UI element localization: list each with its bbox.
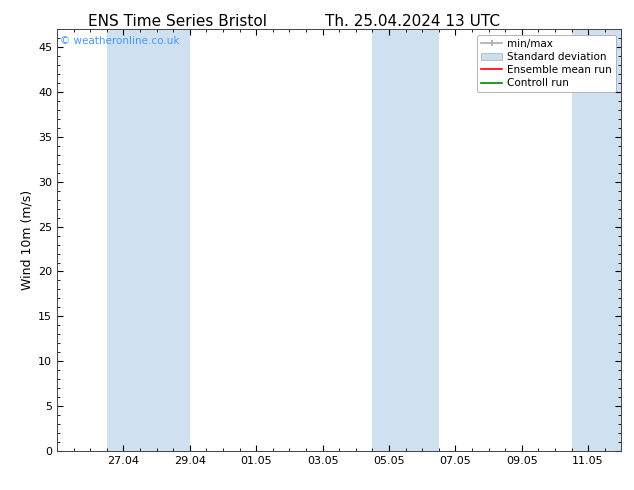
Text: ENS Time Series Bristol: ENS Time Series Bristol <box>88 14 267 29</box>
Bar <box>107 29 190 451</box>
Text: © weatheronline.co.uk: © weatheronline.co.uk <box>60 36 179 46</box>
Bar <box>372 29 439 451</box>
Legend: min/max, Standard deviation, Ensemble mean run, Controll run: min/max, Standard deviation, Ensemble me… <box>477 35 616 92</box>
Bar <box>571 29 621 451</box>
Text: Th. 25.04.2024 13 UTC: Th. 25.04.2024 13 UTC <box>325 14 500 29</box>
Y-axis label: Wind 10m (m/s): Wind 10m (m/s) <box>21 190 34 290</box>
